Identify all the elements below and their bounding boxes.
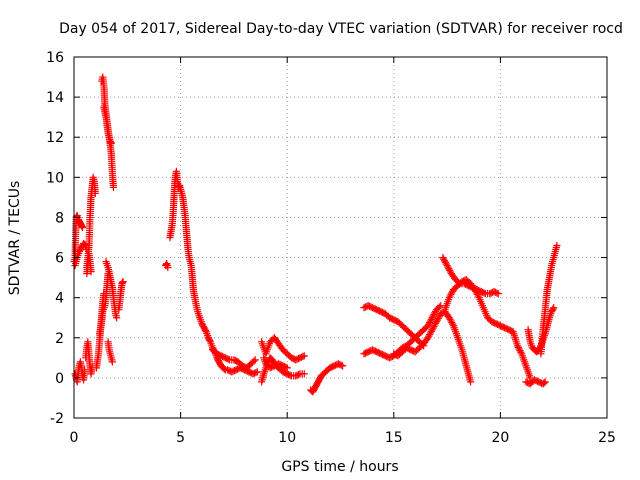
y-tick-label: 16 [46, 50, 64, 66]
data-point [550, 304, 558, 312]
x-axis-title: GPS time / hours [281, 459, 398, 475]
x-tick-label: 5 [176, 430, 185, 446]
data-point [220, 365, 228, 373]
data-point [466, 378, 475, 386]
data-point [437, 302, 445, 310]
y-tick-label: 14 [46, 90, 64, 106]
y-tick-label: 2 [55, 331, 64, 347]
data-point [91, 189, 99, 197]
data-point [109, 183, 118, 191]
data-point [494, 290, 502, 298]
x-tick-label: 20 [491, 430, 509, 446]
data-point [339, 362, 347, 370]
data-point [81, 366, 89, 374]
data-point [549, 305, 557, 313]
data-point [541, 378, 549, 386]
data-point [526, 374, 534, 382]
x-axis-ticks: 0 5 10 15 20 25 [70, 57, 616, 446]
y-tick-label: 10 [46, 170, 64, 186]
data-point [283, 364, 291, 372]
data-point [553, 241, 561, 250]
plot-frame [73, 56, 608, 419]
data-point [300, 370, 308, 378]
y-tick-label: 12 [46, 130, 64, 146]
y-tick-label: 0 [55, 371, 64, 387]
data-point [78, 223, 87, 232]
y-axis-title: SDTVAR / TECUs [7, 181, 23, 296]
y-tick-label: -2 [50, 411, 64, 427]
chart-title: Day 054 of 2017, Sidereal Day-to-day VTE… [59, 21, 623, 37]
data-point [540, 379, 548, 387]
data-point [87, 267, 95, 276]
data-point [253, 368, 261, 376]
data-points [70, 73, 561, 396]
y-tick-label: 6 [55, 251, 64, 267]
y-tick-label: 8 [55, 210, 64, 226]
data-point [107, 139, 115, 147]
x-tick-label: 0 [70, 430, 79, 446]
data-point [300, 352, 308, 360]
x-tick-label: 10 [278, 430, 296, 446]
y-axis-ticks: -2 0 2 4 6 8 10 12 14 16 [46, 50, 607, 427]
data-point [251, 356, 259, 364]
x-tick-label: 15 [385, 430, 403, 446]
x-tick-label: 25 [598, 430, 616, 446]
data-point [119, 278, 127, 286]
data-point [113, 314, 121, 322]
y-tick-label: 4 [55, 291, 64, 307]
data-point [108, 358, 116, 366]
data-point [164, 263, 172, 272]
